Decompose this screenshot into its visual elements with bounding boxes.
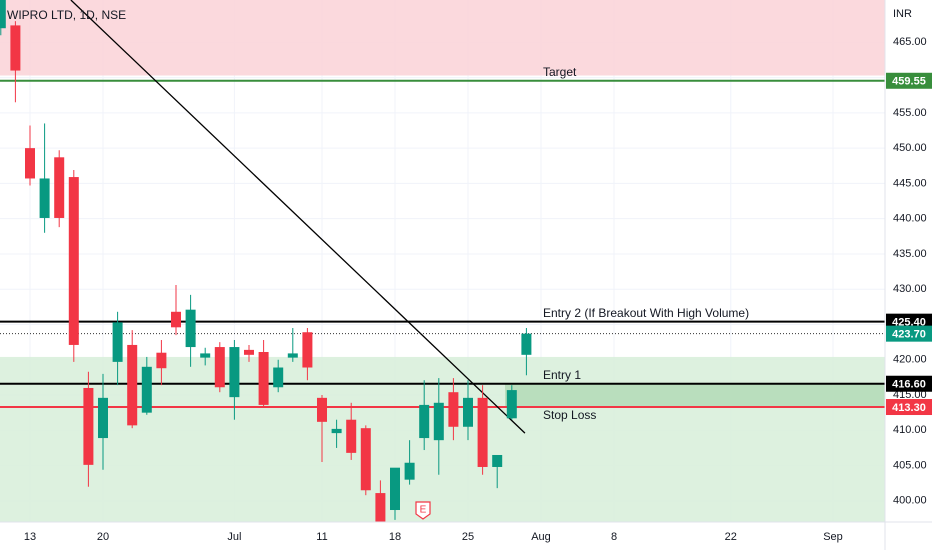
x-tick-label: 25 [462, 531, 474, 543]
y-tick-label: 440.00 [893, 213, 927, 225]
price-label: 413.30 [892, 402, 926, 414]
earnings-marker: E [415, 501, 431, 520]
candle-body [463, 397, 473, 427]
candle-body [375, 493, 386, 522]
candle-body [0, 0, 6, 29]
candle-body [346, 419, 357, 453]
candle-body [521, 333, 532, 355]
x-tick-label: Sep [823, 531, 843, 543]
price-label: 425.40 [892, 317, 926, 329]
y-tick-label: 445.00 [893, 177, 927, 189]
candle-body [156, 352, 167, 369]
candle-body [433, 402, 444, 441]
x-tick-label: 8 [611, 531, 617, 543]
price-label-box [886, 72, 932, 89]
candle-body [492, 454, 503, 467]
candle-body [360, 428, 371, 491]
x-tick-label: Aug [531, 531, 551, 543]
candle-body [83, 387, 94, 465]
candle-body [317, 397, 327, 422]
candle-body [10, 25, 21, 71]
candle-body [477, 397, 488, 467]
price-label: 416.60 [892, 379, 926, 391]
y-tick-label: 430.00 [893, 283, 927, 295]
price-label: 459.55 [892, 76, 926, 88]
candle-body [390, 467, 400, 511]
plot-area: E [0, 0, 885, 522]
candle-body [331, 428, 342, 434]
y-tick-label: 450.00 [893, 142, 927, 154]
candle-body [39, 178, 50, 218]
price-label: 423.70 [892, 329, 926, 341]
candle-body [98, 397, 108, 439]
candle-body [112, 322, 123, 362]
candle-body [141, 366, 152, 413]
y-tick-label: 410.00 [893, 424, 927, 436]
price-label-box [886, 399, 932, 416]
level-name: Entry 2 (If Breakout With High Volume) [543, 306, 749, 320]
y-tick-label: 465.00 [893, 36, 927, 48]
candle-body [185, 309, 196, 348]
zone [505, 383, 885, 408]
level-name: Target [543, 65, 577, 79]
candle-body [25, 148, 35, 179]
y-tick-label: 455.00 [893, 107, 927, 119]
x-tick-label: Jul [227, 531, 241, 543]
y-tick-label: 405.00 [893, 459, 927, 471]
candle-body [200, 353, 211, 358]
candle-body [68, 177, 79, 345]
zone [0, 0, 885, 76]
candle-body [273, 367, 284, 388]
x-tick-label: 11 [316, 531, 327, 543]
x-tick-label: 13 [24, 531, 36, 543]
level-name: Entry 1 [543, 368, 581, 382]
candle-body [287, 353, 298, 358]
candle-body [214, 347, 225, 388]
price-label-box [886, 375, 932, 392]
candle-body [419, 404, 430, 439]
candle-body [302, 332, 313, 368]
candle-body [448, 392, 459, 427]
x-tick-label: 22 [725, 531, 737, 543]
x-tick-label: 20 [97, 531, 109, 543]
earnings-label: E [420, 505, 427, 516]
earnings-icon [415, 501, 431, 520]
candle-body [229, 347, 240, 398]
trendline [70, 0, 526, 434]
currency: INR [893, 8, 912, 20]
price-label-box [886, 325, 932, 342]
candle-body [404, 462, 415, 480]
candle-body [258, 351, 269, 405]
level-name: Stop Loss [543, 408, 596, 422]
y-tick-label: 420.00 [893, 354, 927, 366]
candle-body [171, 311, 181, 328]
chart-title: WIPRO LTD, 1D, NSE [7, 8, 126, 22]
y-tick-label: 435.00 [893, 248, 927, 260]
x-tick-label: 18 [389, 531, 401, 543]
y-tick-label: 415.00 [893, 389, 927, 401]
candle-body [54, 157, 65, 218]
candle-body [244, 349, 254, 355]
y-tick-label: 400.00 [893, 495, 927, 507]
candle-body [506, 390, 517, 419]
candle-body [127, 344, 138, 426]
